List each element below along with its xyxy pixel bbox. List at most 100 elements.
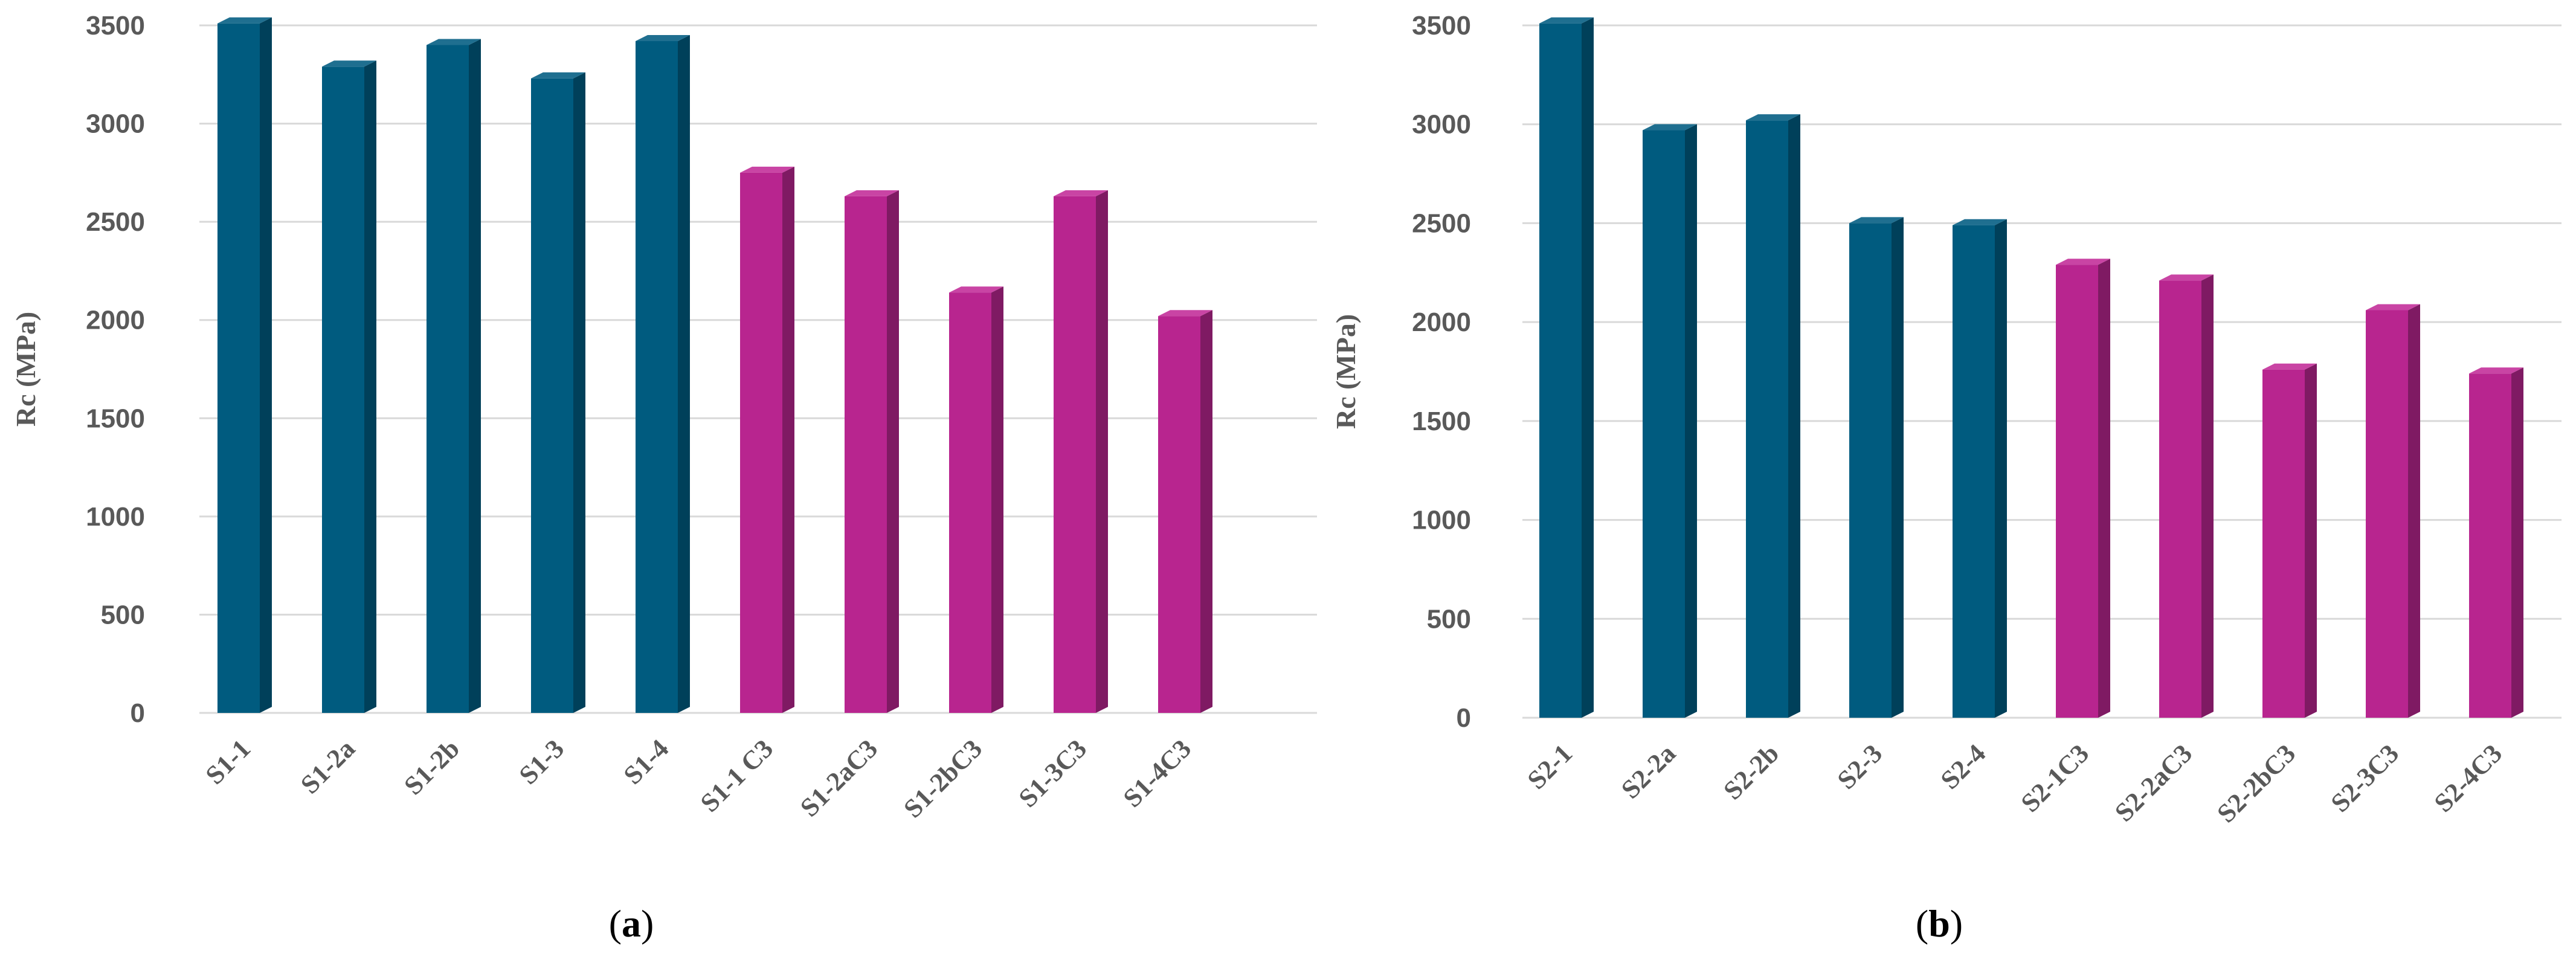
bar	[845, 190, 899, 714]
bar-front	[636, 41, 678, 713]
bar-side	[2201, 274, 2214, 718]
x-tick-label: S2-2bC3	[2211, 738, 2301, 828]
bar-side	[1096, 190, 1108, 714]
x-tick-label: S1-2aC3	[794, 733, 883, 822]
y-tick-label: 0	[1457, 703, 1471, 733]
bar-side	[2408, 304, 2420, 718]
y-tick-label: 500	[101, 600, 145, 630]
bar-front	[740, 172, 782, 713]
bar-side	[469, 39, 481, 713]
panel-letter: b	[1928, 902, 1950, 945]
bar-side	[1995, 219, 2007, 718]
bar-front	[322, 66, 364, 713]
bar-top	[2366, 304, 2420, 311]
bar-top	[2159, 274, 2214, 281]
y-tick-label: 2000	[1412, 308, 1471, 337]
bar	[636, 35, 690, 713]
bar	[2262, 363, 2317, 718]
bar	[2366, 304, 2420, 718]
bar-top	[1054, 190, 1108, 196]
bar-front	[949, 292, 991, 713]
bar-top	[1849, 217, 1904, 224]
bar	[1054, 190, 1108, 714]
bar	[322, 60, 376, 713]
bar-top	[2469, 367, 2523, 374]
x-tick-label: S1-1 C3	[695, 733, 779, 817]
x-tick-label: S1-2bC3	[898, 733, 988, 823]
bar	[1539, 17, 1594, 718]
bar	[949, 286, 1003, 713]
y-tick-label: 0	[130, 698, 145, 728]
bar-front	[427, 45, 469, 713]
bar-top	[1643, 124, 1697, 130]
bar	[1849, 217, 1904, 718]
y-tick-label: 3500	[1412, 11, 1471, 40]
y-tick-label: 2500	[1412, 208, 1471, 238]
bar-front	[1539, 23, 1582, 718]
x-tick-label: S1-1	[200, 733, 256, 790]
bar	[1746, 114, 1800, 718]
bar	[2056, 259, 2110, 718]
y-tick-label: 500	[1427, 604, 1471, 634]
bar-top	[1746, 114, 1800, 121]
bar-side	[887, 190, 899, 714]
x-tick-label: S2-2b	[1718, 738, 1785, 805]
x-tick-label: S1-4C3	[1118, 733, 1197, 813]
panel-letter: a	[622, 902, 641, 945]
bar-front	[1054, 196, 1096, 714]
x-tick-label: S2-4	[1935, 738, 1991, 794]
chart-panel-a: 0 500 1000 1500 2000 2500 3000 3500 Rc (MPa) S1-1…	[10, 11, 1317, 945]
panel-caption: (a)	[609, 902, 654, 945]
bar-side	[1200, 310, 1212, 713]
bar-front	[1158, 316, 1200, 713]
bar-front	[2056, 265, 2098, 718]
x-tick-label: S1-4	[618, 733, 674, 790]
bar-front	[2366, 310, 2408, 718]
bar-top	[322, 60, 376, 67]
bar-front	[531, 78, 573, 713]
y-axis-title: Rc (MPa)	[1330, 314, 1361, 429]
bar-top	[1158, 310, 1212, 317]
x-tick-label: S1-3	[514, 733, 570, 790]
x-tick-label: S2-4C3	[2429, 738, 2508, 817]
bar-top	[427, 39, 481, 45]
bar-side	[678, 35, 690, 713]
bar-front	[2262, 369, 2305, 718]
bar-top	[845, 190, 899, 196]
bar-top	[217, 17, 272, 24]
bar-side	[2511, 367, 2523, 718]
bar-front	[845, 196, 887, 714]
bar-front	[2469, 373, 2511, 718]
x-tick-label: S2-1C3	[2015, 738, 2095, 817]
x-tick-label: S1-2a	[295, 733, 361, 799]
bar-side	[991, 286, 1003, 713]
y-tick-label: 3000	[1412, 110, 1471, 140]
bar	[1643, 124, 1697, 718]
bar-top	[1953, 219, 2007, 225]
bar-front	[1643, 130, 1685, 718]
x-tick-label: S1-3C3	[1013, 733, 1092, 813]
y-tick-label: 3000	[86, 109, 145, 139]
bar-top	[2262, 363, 2317, 370]
x-tick-label: S2-1	[1522, 738, 1578, 794]
x-tick-label: S2-3	[1832, 738, 1888, 794]
bar-side	[1582, 17, 1594, 718]
bar-top	[740, 166, 794, 173]
bar-top	[636, 35, 690, 42]
bar-side	[1788, 114, 1800, 718]
bar	[2469, 367, 2523, 718]
bar-side	[782, 166, 794, 713]
x-tick-label: S2-2a	[1615, 738, 1681, 804]
x-tick-label: S1-2b	[398, 733, 465, 801]
bar-side	[364, 60, 376, 713]
bar	[427, 39, 481, 713]
bar-top	[1539, 17, 1594, 24]
bar-top	[949, 286, 1003, 293]
bar	[531, 72, 585, 713]
bar-side	[573, 72, 585, 713]
bar-side	[1685, 124, 1697, 718]
bar-front	[1849, 223, 1892, 718]
bar-side	[260, 17, 272, 714]
bar-front	[217, 23, 260, 714]
